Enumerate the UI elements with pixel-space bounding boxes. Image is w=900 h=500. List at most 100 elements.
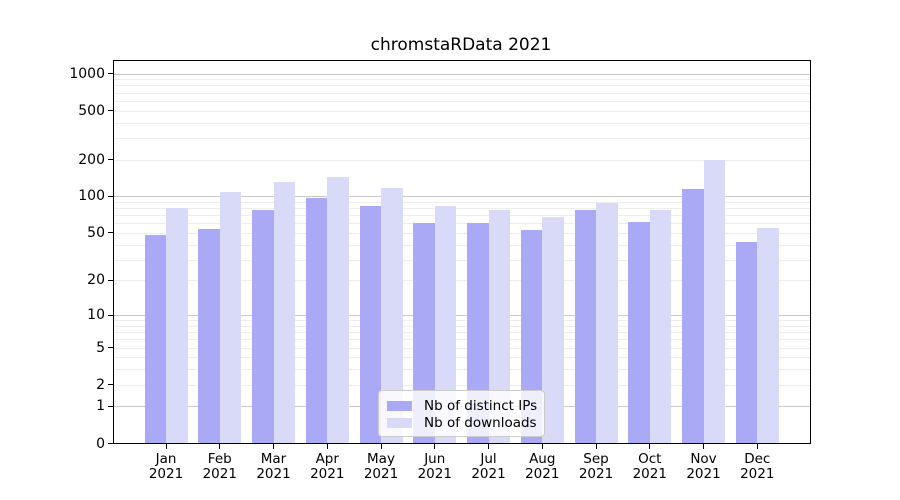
legend-row-downloads: Nb of downloads xyxy=(387,415,544,431)
gridline-minor xyxy=(112,369,811,371)
gridline-minor xyxy=(112,244,811,246)
y-tick-label: 200 xyxy=(78,151,105,168)
legend-swatch-downloads xyxy=(387,418,412,428)
x-tick-label-year: 2021 xyxy=(148,466,184,482)
x-tick-label-month: Jul xyxy=(480,451,497,467)
bar-ips-mar xyxy=(252,209,274,444)
bar-downloads-may xyxy=(381,188,403,444)
x-tick-mark xyxy=(595,443,597,449)
x-tick-label: Jun 2021 xyxy=(407,452,463,482)
x-tick-label-month: Oct xyxy=(638,451,662,467)
x-tick-label-year: 2021 xyxy=(525,466,560,482)
x-tick-label-year: 2021 xyxy=(740,466,775,482)
y-tick-label: 20 xyxy=(87,272,105,289)
x-tick-mark xyxy=(488,443,489,449)
bar-downloads-feb xyxy=(219,192,242,444)
legend: Nb of distinct IPs Nb of downloads xyxy=(378,390,545,437)
gridline-minor xyxy=(112,232,811,234)
y-tick-label: 500 xyxy=(78,102,105,119)
x-tick-label-month: Aug xyxy=(529,451,556,467)
y-tick-label: 50 xyxy=(87,224,105,241)
x-tick-label-year: 2021 xyxy=(471,466,506,482)
y-tick-label: 2 xyxy=(96,376,105,393)
gridline-minor xyxy=(112,384,811,386)
x-tick-label: Nov 2021 xyxy=(676,452,732,482)
x-tick-mark xyxy=(165,443,167,449)
gridline-minor xyxy=(112,100,811,102)
y-tick-label: 10 xyxy=(87,307,105,324)
x-tick-label-year: 2021 xyxy=(686,466,721,482)
legend-label-downloads: Nb of downloads xyxy=(424,415,537,431)
legend-swatch-ips xyxy=(387,401,412,411)
gridline-major xyxy=(112,315,811,317)
x-tick-label-year: 2021 xyxy=(310,466,345,482)
y-tick-mark xyxy=(107,110,113,112)
x-tick-label-month: Mar xyxy=(260,451,287,467)
y-tick-label: 1 xyxy=(96,398,105,415)
gridline-major xyxy=(112,196,811,198)
x-tick-label-year: 2021 xyxy=(202,466,237,482)
x-tick-label-month: Feb xyxy=(207,451,232,467)
bar-ips-nov xyxy=(682,189,704,444)
x-tick-label: Oct 2021 xyxy=(622,452,678,482)
gridline-minor xyxy=(112,137,811,139)
bar-ips-jan xyxy=(144,235,166,444)
x-tick-label-month: Nov xyxy=(690,451,717,467)
gridline-minor xyxy=(112,110,811,112)
x-tick-label: Sep 2021 xyxy=(568,452,624,482)
gridline-minor xyxy=(112,208,811,210)
x-tick-mark xyxy=(703,443,704,449)
legend-label-ips: Nb of distinct IPs xyxy=(424,398,538,414)
x-tick-label-month: Jun xyxy=(424,451,446,467)
x-tick-label-year: 2021 xyxy=(578,466,614,482)
x-tick-label: Dec 2021 xyxy=(729,452,785,482)
gridline-minor xyxy=(112,122,811,124)
gridline-minor xyxy=(112,259,811,261)
gridline-minor xyxy=(112,339,811,341)
y-tick-label: 100 xyxy=(78,188,105,205)
gridline-minor xyxy=(112,79,811,81)
y-tick-label: 0 xyxy=(96,435,105,452)
gridline-minor xyxy=(112,357,811,359)
bar-downloads-oct xyxy=(649,209,672,444)
y-tick-mark xyxy=(107,314,113,316)
x-tick-label-year: 2021 xyxy=(363,466,399,482)
bar-ips-may xyxy=(359,205,381,444)
bar-ips-feb xyxy=(198,228,220,444)
x-tick-label-year: 2021 xyxy=(256,466,291,482)
x-tick-label-year: 2021 xyxy=(417,466,452,482)
y-tick-mark xyxy=(107,159,113,160)
bar-ips-apr xyxy=(305,197,328,444)
y-tick-mark xyxy=(107,195,113,197)
x-tick-label-year: 2021 xyxy=(632,466,667,482)
x-tick-mark xyxy=(380,443,382,449)
gridline-minor xyxy=(112,159,811,161)
gridline-minor xyxy=(112,332,811,334)
gridline-minor xyxy=(112,280,811,282)
y-tick-mark xyxy=(107,443,113,444)
x-tick-mark xyxy=(326,443,328,449)
x-tick-mark xyxy=(273,443,274,449)
bar-ips-sep xyxy=(574,209,596,444)
gridline-minor xyxy=(112,325,811,327)
gridline-minor xyxy=(112,223,811,225)
x-tick-mark xyxy=(434,443,436,449)
legend-row-ips: Nb of distinct IPs xyxy=(387,398,544,414)
x-tick-label: Feb 2021 xyxy=(192,452,248,482)
x-tick-label: Jan 2021 xyxy=(138,452,194,482)
x-tick-label-month: Sep xyxy=(583,451,609,467)
bar-downloads-aug xyxy=(542,216,564,444)
bar-downloads-apr xyxy=(327,177,349,444)
gridline-minor xyxy=(112,201,811,203)
y-tick-label: 5 xyxy=(96,339,105,356)
y-tick-mark xyxy=(107,279,113,281)
x-tick-label-month: Jan xyxy=(155,451,177,467)
bar-ips-oct xyxy=(628,221,650,444)
bar-ips-jun xyxy=(413,223,435,444)
y-tick-mark xyxy=(107,232,113,234)
gridline-minor xyxy=(112,320,811,322)
x-tick-label: Aug 2021 xyxy=(514,452,570,482)
bar-downloads-dec xyxy=(757,227,779,444)
chart-title: chromstaRData 2021 xyxy=(370,35,552,55)
